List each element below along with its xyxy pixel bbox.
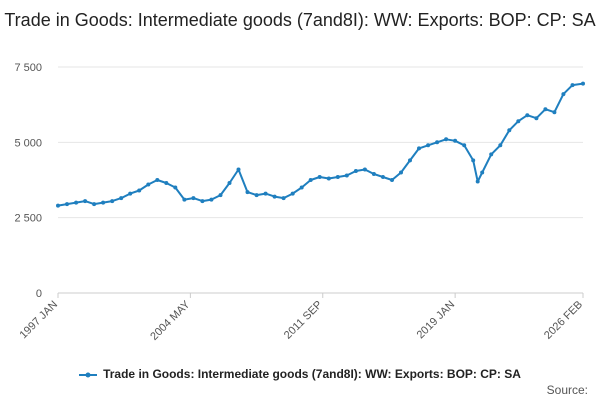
grid-lines [58, 66, 583, 219]
x-tick-label: 1997 JAN [17, 299, 60, 342]
data-point[interactable] [390, 178, 394, 182]
x-tick-label: 2019 JAN [415, 299, 458, 342]
data-point[interactable] [408, 158, 412, 163]
data-point[interactable] [480, 170, 485, 175]
data-point[interactable] [110, 199, 115, 204]
data-point[interactable] [475, 179, 480, 184]
data-point[interactable] [236, 167, 241, 172]
data-point[interactable] [137, 188, 142, 193]
data-point[interactable] [344, 173, 349, 178]
data-point[interactable] [92, 202, 97, 207]
data-point[interactable] [245, 190, 250, 195]
source-label: Source: [546, 383, 588, 397]
data-point[interactable] [507, 128, 512, 133]
data-point[interactable] [353, 169, 358, 173]
data-point[interactable] [128, 191, 133, 196]
x-tick-label: 2004 MAY [148, 298, 193, 343]
data-point[interactable] [435, 140, 440, 145]
data-point[interactable] [155, 178, 160, 182]
data-point[interactable] [182, 197, 187, 202]
data-point[interactable] [581, 81, 585, 86]
data-point[interactable] [227, 181, 232, 185]
data-point[interactable] [200, 199, 205, 204]
data-point[interactable] [209, 197, 214, 202]
data-point[interactable] [453, 138, 458, 143]
series-line [57, 82, 584, 207]
data-point[interactable] [317, 175, 322, 179]
data-point[interactable] [570, 83, 575, 88]
legend-swatch-icon [79, 372, 98, 378]
y-tick-label: 0 [36, 288, 42, 300]
data-point[interactable] [371, 172, 376, 176]
data-point[interactable] [462, 143, 467, 148]
y-tick-label: 5 000 [14, 137, 42, 149]
data-point[interactable] [561, 92, 566, 97]
y-tick-label: 7 500 [14, 62, 42, 74]
data-point[interactable] [119, 196, 124, 201]
data-point[interactable] [191, 196, 196, 201]
data-point[interactable] [146, 182, 151, 187]
data-point[interactable] [218, 193, 223, 198]
data-point[interactable] [543, 107, 548, 112]
series-group [56, 81, 585, 208]
data-point[interactable] [498, 143, 503, 148]
x-tick-label: 2026 FEB [542, 299, 585, 342]
data-point[interactable] [173, 185, 178, 190]
y-axis-ticks: 0 2 500 5 000 7 500 [14, 62, 42, 300]
data-point[interactable] [281, 196, 286, 201]
data-point[interactable] [525, 113, 530, 118]
data-point[interactable] [534, 116, 539, 121]
data-point[interactable] [380, 175, 385, 179]
data-point[interactable] [254, 193, 259, 198]
data-point[interactable] [426, 143, 431, 148]
legend-label: Trade in Goods: Intermediate goods (7and… [103, 367, 521, 381]
chart-title: Trade in Goods: Intermediate goods (7and… [4, 10, 596, 30]
data-point[interactable] [362, 167, 367, 172]
y-tick-label: 2 500 [14, 213, 42, 225]
data-point[interactable] [444, 137, 449, 142]
legend[interactable]: Trade in Goods: Intermediate goods (7and… [0, 367, 600, 381]
data-point[interactable] [272, 194, 277, 199]
data-point[interactable] [56, 203, 60, 208]
data-point[interactable] [74, 200, 79, 205]
data-point[interactable] [489, 152, 494, 157]
data-point[interactable] [308, 178, 313, 182]
data-point[interactable] [516, 119, 521, 124]
data-point[interactable] [164, 181, 169, 185]
data-point[interactable] [263, 191, 268, 196]
data-point[interactable] [299, 185, 304, 190]
data-point[interactable] [471, 158, 476, 163]
data-point[interactable] [417, 146, 421, 151]
x-tick-label: 2011 SEP [282, 299, 325, 342]
data-point[interactable] [399, 170, 403, 175]
data-point[interactable] [101, 200, 106, 205]
data-point[interactable] [326, 176, 331, 181]
x-axis-ticks: 1997 JAN 2004 MAY 2011 SEP 2019 JAN 2026 FEB [17, 293, 585, 343]
data-point[interactable] [290, 191, 295, 196]
data-point[interactable] [83, 199, 88, 204]
data-point[interactable] [552, 110, 557, 115]
data-point[interactable] [65, 202, 69, 207]
data-point[interactable] [335, 175, 340, 179]
